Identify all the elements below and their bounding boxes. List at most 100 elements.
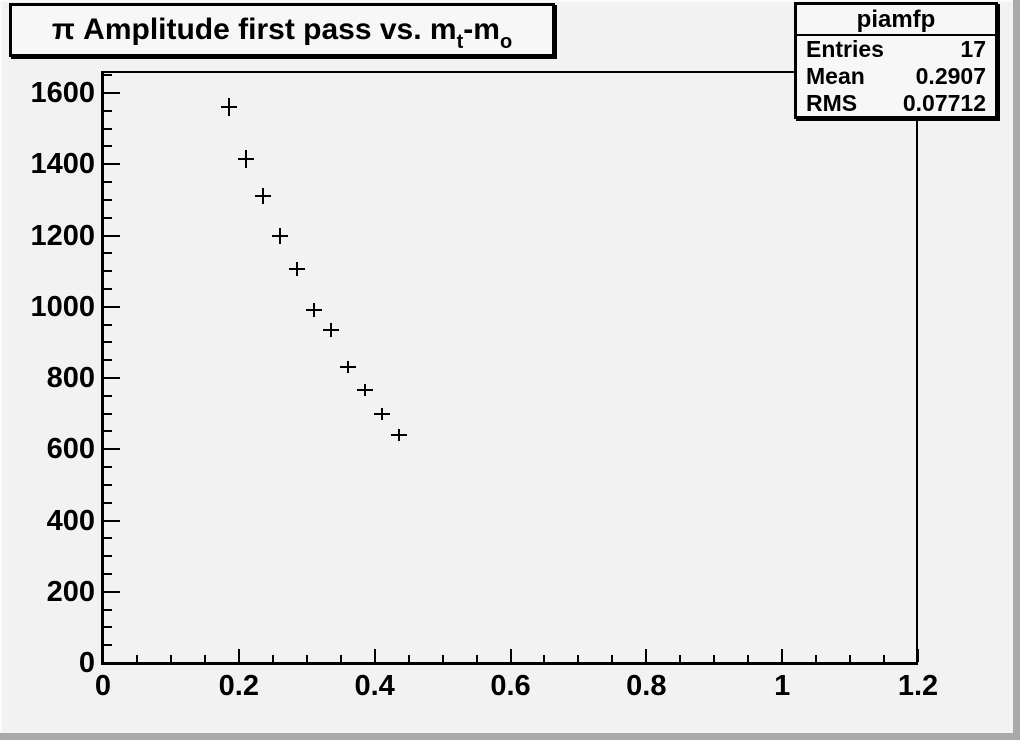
x-axis-minor-tick (271, 655, 274, 662)
y-axis-minor-tick (104, 501, 112, 504)
x-axis-label: 0.8 (626, 670, 667, 702)
x-axis-label: 0.2 (218, 670, 259, 702)
x-axis-major-tick (917, 649, 919, 662)
x-axis-minor-tick (883, 655, 886, 662)
x-axis-label: 0.4 (354, 670, 395, 702)
data-marker-vbar (279, 228, 281, 244)
stats-box: piamfp Entries 17 Mean 0.2907 RMS 0.0771… (794, 2, 998, 119)
title-text: Amplitude first pass vs. m (74, 13, 457, 46)
y-axis-minor-tick (104, 109, 112, 112)
y-axis-minor-tick (104, 74, 112, 77)
y-axis-minor-tick (104, 252, 112, 255)
y-axis-minor-tick (104, 483, 112, 486)
y-axis-major-tick (104, 519, 120, 522)
x-axis-minor-tick (339, 655, 342, 662)
x-axis-minor-tick (305, 655, 308, 662)
y-axis-minor-tick (104, 430, 112, 433)
y-axis-minor-tick (104, 181, 112, 184)
data-marker-vbar (330, 323, 332, 337)
stats-label-rms: RMS (806, 90, 858, 116)
x-axis-minor-tick (543, 655, 546, 662)
y-axis-major-tick (104, 305, 120, 308)
data-marker-vbar (296, 262, 298, 276)
x-axis-major-tick (645, 649, 648, 662)
stats-title: piamfp (797, 5, 995, 36)
y-axis-label: 600 (46, 433, 95, 466)
y-axis-minor-tick (104, 216, 112, 219)
x-axis-major-tick (102, 649, 104, 662)
data-marker-vbar (245, 150, 247, 168)
data-marker-vbar (313, 303, 315, 317)
data-marker-vbar (262, 188, 264, 204)
stats-label-entries: Entries (806, 36, 884, 62)
data-marker-vbar (228, 98, 230, 116)
data-marker-vbar (347, 361, 349, 373)
y-axis-label: 0 (78, 647, 95, 679)
x-axis-minor-tick (407, 655, 410, 662)
y-axis-minor-tick (104, 341, 112, 344)
x-axis-major-tick (781, 649, 784, 662)
x-axis-label: 1.2 (897, 670, 939, 702)
title-box: π Amplitude first pass vs. mt-mo (9, 3, 555, 57)
y-axis-minor-tick (104, 359, 112, 362)
y-axis-label: 200 (46, 575, 95, 608)
x-axis-minor-tick (135, 655, 138, 662)
y-axis-minor-tick (104, 572, 112, 575)
x-axis-minor-tick (203, 655, 206, 662)
x-axis-major-tick (373, 649, 376, 662)
data-marker-vbar (364, 384, 366, 396)
plot-frame (101, 71, 918, 665)
y-axis-minor-tick (104, 145, 112, 148)
stats-row-rms: RMS 0.07712 (797, 90, 995, 117)
y-axis-major-tick (104, 448, 120, 451)
x-axis-minor-tick (815, 655, 818, 662)
y-axis-major-tick (104, 590, 120, 593)
y-axis-label: 800 (46, 362, 95, 394)
y-axis-major-tick (104, 662, 120, 664)
y-axis-minor-tick (104, 394, 112, 397)
y-axis-minor-tick (104, 626, 112, 629)
stats-value-entries: 17 (960, 36, 986, 62)
data-marker-vbar (398, 429, 400, 441)
title-text-2: -m (463, 13, 500, 46)
y-axis-label: 400 (46, 504, 95, 537)
y-axis-minor-tick (104, 466, 112, 469)
stats-row-mean: Mean 0.2907 (797, 63, 995, 90)
y-axis-minor-tick (104, 412, 112, 415)
y-axis-label: 1200 (30, 219, 95, 252)
y-axis-label: 1000 (30, 290, 95, 323)
y-axis-minor-tick (104, 127, 112, 130)
stats-label-mean: Mean (806, 63, 865, 89)
y-axis-label: 1400 (30, 148, 95, 181)
title-subscript-o: o (499, 31, 513, 53)
y-axis-minor-tick (104, 198, 112, 201)
y-axis-minor-tick (104, 287, 112, 290)
y-axis-major-tick (104, 163, 120, 166)
x-axis-major-tick (509, 649, 512, 662)
y-axis-major-tick (104, 92, 120, 95)
y-axis-minor-tick (104, 555, 112, 558)
x-axis-minor-tick (577, 655, 580, 662)
x-axis-minor-tick (169, 655, 172, 662)
stats-value-rms: 0.07712 (902, 90, 986, 116)
stats-row-entries: Entries 17 (797, 36, 995, 63)
x-axis-minor-tick (611, 655, 614, 662)
data-marker-vbar (381, 408, 383, 420)
x-axis-minor-tick (475, 655, 478, 662)
x-axis-label: 1 (774, 670, 791, 702)
y-axis-minor-tick (104, 270, 112, 273)
y-axis-major-tick (104, 377, 120, 379)
x-axis-label: 0.6 (490, 670, 531, 702)
x-axis-minor-tick (441, 655, 444, 662)
x-axis-minor-tick (679, 655, 682, 662)
y-axis-minor-tick (104, 608, 112, 611)
y-axis-minor-tick (104, 644, 112, 647)
title-subscript-t: t (456, 31, 464, 53)
y-axis-label: 1600 (30, 77, 95, 110)
pi-symbol: π (51, 13, 75, 46)
y-axis-minor-tick (104, 323, 112, 326)
x-axis-minor-tick (849, 655, 852, 662)
x-axis-minor-tick (747, 655, 750, 662)
